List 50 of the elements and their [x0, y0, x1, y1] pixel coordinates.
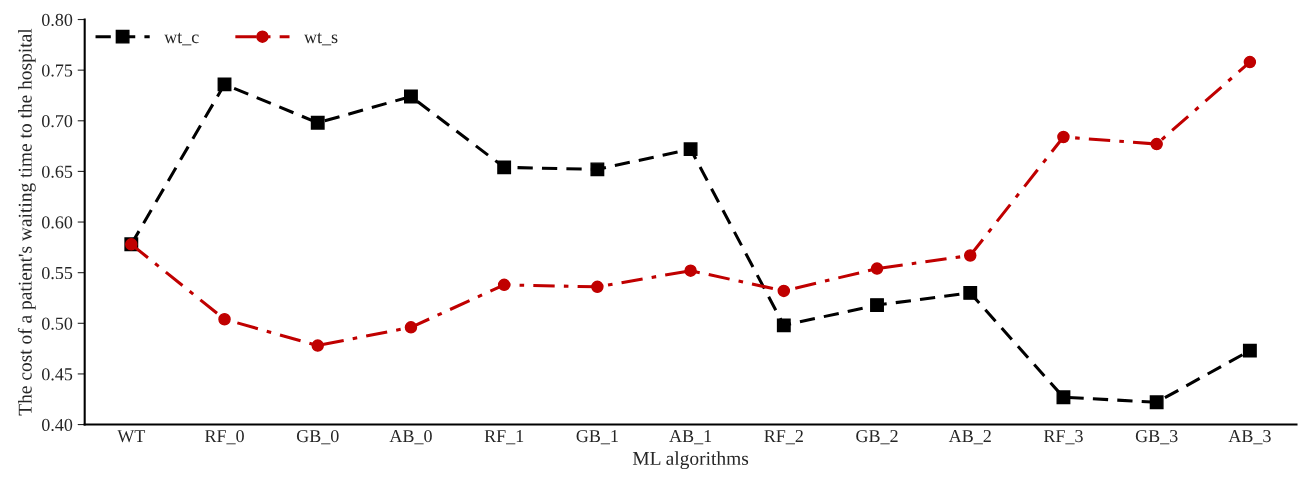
- x-tick-label: GB_1: [576, 429, 618, 445]
- x-tick-label: WT: [117, 430, 146, 443]
- point: [311, 339, 324, 352]
- x-tick-label: RF_3: [1043, 429, 1083, 445]
- y-tick-label: 0.55: [41, 266, 73, 280]
- point: [497, 160, 512, 175]
- y-tick-label: 0.65: [41, 165, 73, 178]
- x-tick-label: AB_3: [1228, 429, 1271, 445]
- y-tick-label: 0.40: [41, 418, 73, 432]
- point: [404, 321, 418, 334]
- point: [591, 280, 604, 294]
- point: [218, 312, 231, 326]
- x-tick-label: RF_0: [204, 429, 244, 445]
- x-axis-title: ML algorithms: [632, 451, 749, 470]
- x-tick-label: AB_0: [389, 429, 432, 445]
- x-tick-label: RF_1: [484, 430, 524, 445]
- point: [217, 77, 232, 92]
- x-tick-label: AB_2: [948, 429, 991, 445]
- x-tick-label: GB_0: [296, 429, 339, 445]
- point: [404, 89, 418, 104]
- y-axis-title: The cost of a patient's waiting time to the hospital: [17, 28, 36, 416]
- point: [683, 142, 698, 157]
- point: [963, 249, 977, 262]
- y-tick-label: 0.45: [41, 368, 73, 381]
- point: [310, 115, 325, 130]
- point: [1056, 390, 1071, 405]
- x-tick-label: RF_2: [764, 429, 803, 445]
- point: [1149, 395, 1164, 410]
- legend-label: wt_c: [164, 32, 199, 46]
- point: [963, 285, 978, 300]
- x-tick-label: GB_2: [856, 429, 898, 445]
- point: [870, 262, 884, 275]
- point: [1243, 55, 1257, 69]
- point: [777, 284, 791, 298]
- point: [1150, 137, 1163, 151]
- y-tick-label: 0.70: [41, 115, 73, 128]
- x-tick-label: AB_1: [669, 430, 712, 445]
- y-tick-label: 0.60: [41, 216, 73, 229]
- x-tick-label: GB_3: [1135, 429, 1178, 445]
- point: [1242, 343, 1257, 358]
- y-tick-label: 0.80: [41, 13, 73, 27]
- point: [684, 264, 697, 277]
- point: [497, 278, 511, 292]
- point: [870, 298, 884, 313]
- point: [776, 318, 791, 333]
- legend-label: wt_s: [303, 32, 338, 46]
- point: [1057, 130, 1070, 144]
- point: [590, 162, 605, 177]
- y-tick-label: 0.50: [41, 317, 73, 330]
- y-tick-label: 0.75: [41, 64, 73, 77]
